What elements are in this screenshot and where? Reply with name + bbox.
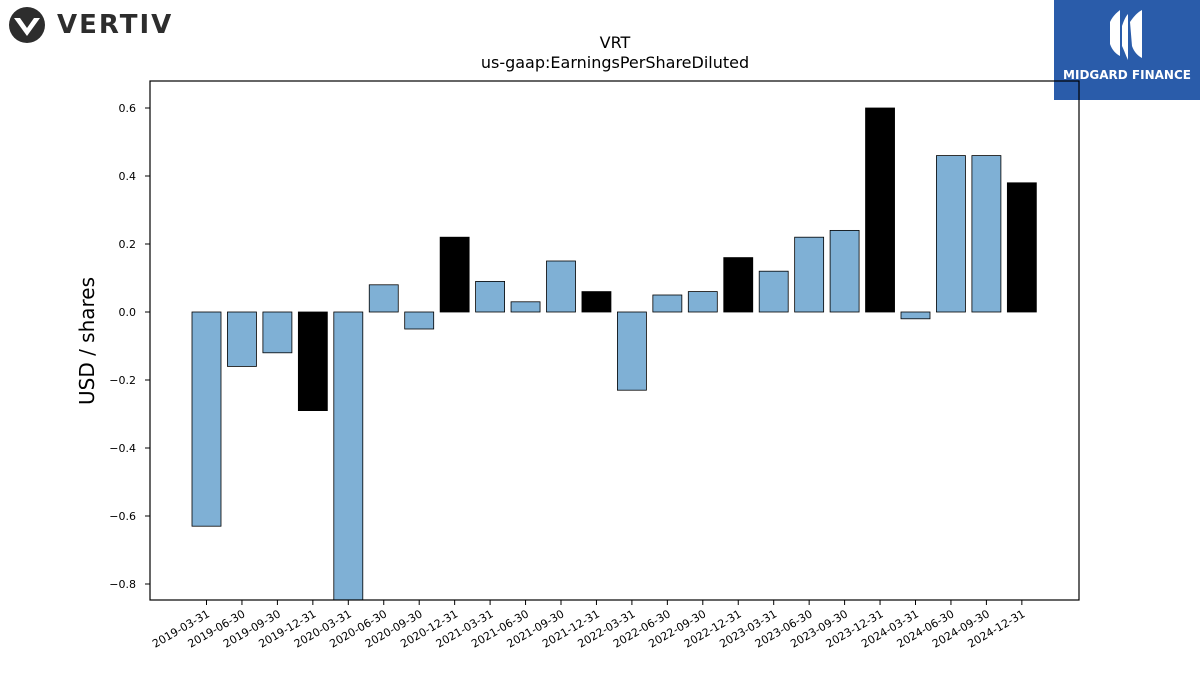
bar-2021-06-30 <box>510 301 541 313</box>
bar-2022-09-30 <box>687 291 718 313</box>
y-tick-label: −0.6 <box>109 510 136 523</box>
chart-subtitle: us-gaap:EarningsPerShareDiluted <box>481 53 749 72</box>
bar-2024-06-30 <box>936 155 966 313</box>
midgard-logo-icon <box>1110 10 1142 60</box>
bar-2020-12-31 <box>439 236 470 313</box>
vertiv-wordmark: VERTIV <box>57 10 174 40</box>
bar-2021-12-31 <box>581 291 612 313</box>
y-tick-label: −0.8 <box>109 578 136 591</box>
y-tick-label: −0.4 <box>109 442 136 455</box>
plot-frame <box>149 80 1080 601</box>
chart-title: VRT <box>600 33 631 52</box>
y-tick-label: 0.6 <box>119 102 137 115</box>
bar-2019-09-30 <box>262 311 293 354</box>
y-tick-label: 0.0 <box>119 306 137 319</box>
y-axis-label: USD / shares <box>75 277 99 405</box>
bar-2020-03-31 <box>333 311 364 601</box>
bar-2020-09-30 <box>404 311 435 330</box>
vertiv-logo-icon <box>9 7 45 43</box>
bar-2020-06-30 <box>368 284 399 313</box>
midgard-finance-logo: MIDGARD FINANCE <box>1054 0 1200 100</box>
y-tick-label: 0.4 <box>119 170 137 183</box>
vertiv-logo: VERTIV <box>8 6 171 46</box>
bar-2021-03-31 <box>475 280 506 313</box>
bar-2021-09-30 <box>546 260 576 313</box>
bar-2023-12-31 <box>865 107 895 313</box>
bar-2022-12-31 <box>723 257 754 313</box>
bar-2022-03-31 <box>617 311 647 391</box>
bar-2023-06-30 <box>794 236 825 313</box>
x-ticks-group: 2019-03-312019-06-302019-09-302019-12-31… <box>150 600 1027 651</box>
bar-2024-09-30 <box>971 155 1002 313</box>
bar-2019-06-30 <box>227 311 257 367</box>
midgard-brand-text: MIDGARD FINANCE <box>1063 68 1191 82</box>
bar-2019-12-31 <box>297 311 328 411</box>
bar-2022-06-30 <box>652 294 683 313</box>
y-tick-label: −0.2 <box>109 374 136 387</box>
bars-group <box>191 107 1037 601</box>
bar-2023-09-30 <box>829 229 860 313</box>
bar-2023-03-31 <box>758 270 789 313</box>
bar-2024-03-31 <box>900 311 931 320</box>
y-ticks-group: −0.8 −0.6 −0.4 −0.2 0.0 0.2 0.4 0.6 <box>109 102 150 591</box>
bar-2024-12-31 <box>1006 182 1037 313</box>
y-tick-label: 0.2 <box>119 238 137 251</box>
bar-2019-03-31 <box>191 311 222 527</box>
